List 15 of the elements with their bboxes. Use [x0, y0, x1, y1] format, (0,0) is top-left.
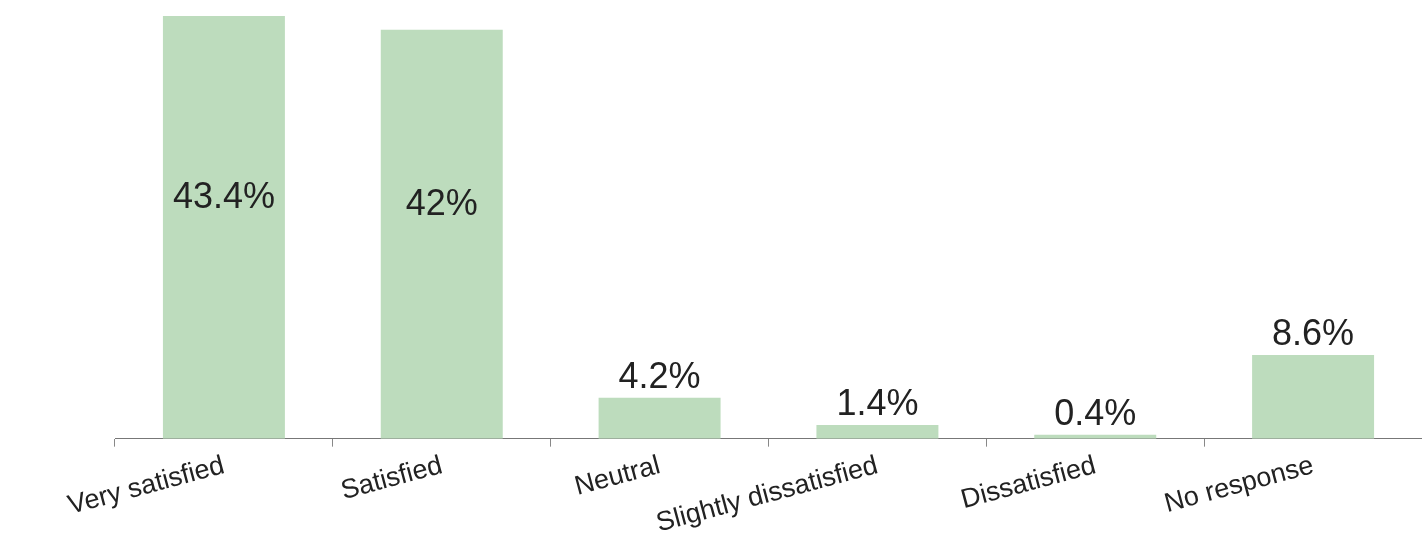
data-label: 43.4%	[172, 174, 275, 216]
bar	[598, 397, 721, 439]
x-tick-label: Satisfied	[337, 449, 446, 506]
x-tick-label: Very satisfied	[64, 449, 228, 520]
data-label: 8.6%	[1272, 311, 1355, 353]
data-label: 42%	[405, 182, 478, 224]
bar	[1252, 354, 1375, 439]
x-tick-label: No response	[1160, 449, 1317, 518]
bar	[162, 16, 285, 439]
data-label: 1.4%	[836, 381, 919, 423]
bar	[816, 425, 939, 439]
bar	[380, 29, 503, 439]
data-label: 4.2%	[618, 354, 701, 396]
x-tick-label: Neutral	[571, 449, 664, 501]
data-label: 0.4%	[1054, 391, 1137, 433]
